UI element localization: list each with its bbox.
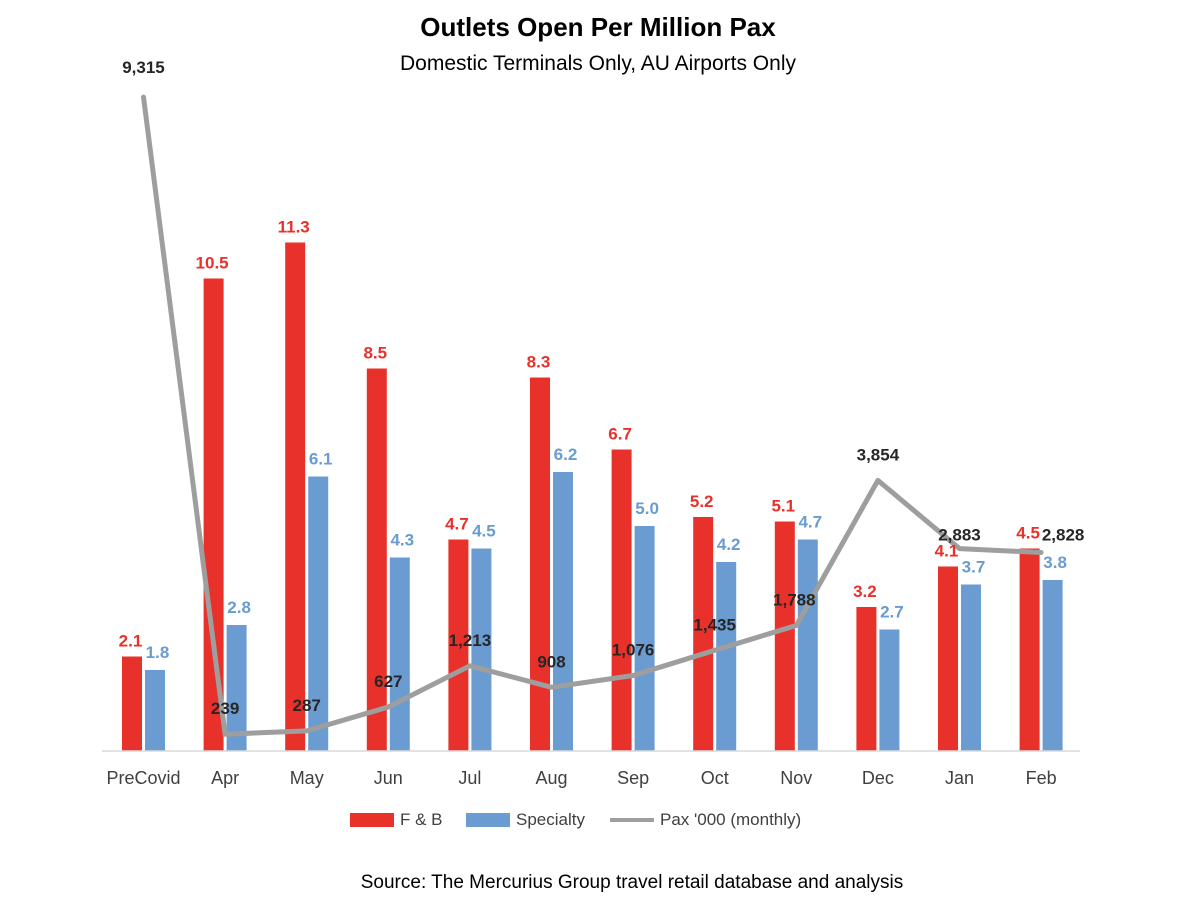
x-tick-label: Jun: [374, 768, 403, 788]
legend-swatch-fb: [350, 813, 394, 827]
bar-fb-apr: [203, 278, 224, 751]
bar-fb-sep: [611, 449, 632, 751]
bar-fb-nov: [774, 521, 795, 751]
data-label-fb: 8.5: [363, 344, 387, 363]
pax-line: [141, 94, 1044, 737]
bar-fb-dec: [856, 607, 877, 751]
x-tick-label: Sep: [617, 768, 649, 788]
data-label-specialty: 4.5: [472, 522, 496, 541]
legend-label-pax: Pax '000 (monthly): [660, 810, 802, 829]
data-label-fb: 11.3: [278, 218, 310, 237]
pax-line-group: [141, 94, 1044, 737]
data-label-pax: 908: [537, 652, 565, 671]
data-label-fb: 5.2: [690, 492, 714, 511]
bar-fb-jun: [366, 368, 387, 751]
data-label-specialty: 5.0: [635, 499, 659, 518]
bar-specialty-apr: [226, 625, 247, 751]
bar-fb-precovid: [122, 656, 142, 751]
legend-swatch-pax: [610, 818, 654, 822]
data-label-pax: 1,435: [693, 615, 736, 634]
x-tick-label: Jul: [458, 768, 481, 788]
legend-label-specialty: Specialty: [516, 810, 585, 829]
data-label-specialty: 6.2: [554, 445, 578, 464]
data-label-specialty: 3.7: [962, 558, 986, 577]
data-label-specialty: 4.3: [390, 531, 414, 550]
bar-specialty-jul: [471, 548, 492, 751]
fb-bars: [122, 242, 1040, 751]
data-label-pax: 3,854: [857, 445, 900, 464]
bar-specialty-dec: [879, 629, 900, 751]
bar-specialty-feb: [1042, 580, 1063, 751]
data-label-pax: 2,883: [938, 526, 981, 545]
bar-fb-aug: [530, 377, 550, 751]
x-tick-label: PreCovid: [106, 768, 180, 788]
data-label-specialty: 4.7: [798, 513, 822, 532]
bar-specialty-jan: [961, 584, 981, 751]
data-label-fb: 3.2: [853, 582, 877, 601]
data-label-fb: 10.5: [196, 254, 229, 273]
bar-specialty-precovid: [145, 670, 165, 751]
bar-fb-oct: [693, 517, 714, 751]
chart-subtitle: Domestic Terminals Only, AU Airports Onl…: [399, 52, 796, 75]
x-tick-label: Dec: [862, 768, 894, 788]
legend-item-fb: F & B: [350, 810, 443, 830]
legend: F & B Specialty Pax '000 (monthly): [0, 810, 1196, 834]
x-tick-label: Aug: [535, 768, 567, 788]
bar-specialty-sep: [634, 526, 655, 751]
data-label-fb: 4.5: [1016, 524, 1040, 543]
data-label-specialty: 2.7: [880, 603, 904, 622]
pax-data-labels: 9,315 239 287 627 1,213 908 1,076 1,435 1,788 3,8…: [122, 58, 1084, 718]
fb-data-labels: 2.1 10.5 11.3 8.5 4.7 8.3 6.7 5.2 5.1 3.2 4.1 4.5: [119, 218, 1040, 651]
x-tick-label: Jan: [945, 768, 974, 788]
data-label-pax: 239: [211, 699, 239, 718]
x-tick-label: Oct: [701, 768, 729, 788]
legend-item-pax: Pax '000 (monthly): [610, 810, 801, 830]
data-label-pax: 2,828: [1042, 525, 1085, 544]
data-label-specialty: 6.1: [309, 450, 333, 469]
x-tick-label: May: [290, 768, 324, 788]
specialty-bars: [145, 472, 1063, 751]
chart-title: Outlets Open Per Million Pax: [420, 12, 776, 42]
data-label-specialty: 1.8: [146, 643, 170, 662]
bar-specialty-may: [308, 476, 329, 751]
x-tick-labels: PreCovid Apr May Jun Jul Aug Sep Oct Nov Dec Jan Fe…: [106, 768, 1056, 788]
data-label-specialty: 4.2: [717, 535, 741, 554]
data-label-specialty: 2.8: [227, 598, 251, 617]
data-label-pax: 1,076: [612, 640, 655, 659]
bar-fb-jan: [938, 566, 958, 751]
legend-swatch-specialty: [466, 813, 510, 827]
bar-specialty-oct: [716, 562, 737, 751]
data-label-fb: 5.1: [771, 497, 795, 516]
bar-specialty-nov: [797, 539, 818, 751]
bar-fb-feb: [1019, 548, 1040, 751]
data-label-fb: 4.7: [445, 515, 469, 534]
specialty-data-labels: 1.8 2.8 6.1 4.3 4.5 6.2 5.0 4.2 4.7 2.7 3.7 3.8: [146, 445, 1067, 662]
bar-specialty-jun: [389, 557, 410, 751]
source-note: Source: The Mercurius Group travel retai…: [360, 872, 904, 893]
data-label-specialty: 3.8: [1043, 553, 1067, 572]
bar-fb-may: [285, 242, 306, 751]
legend-label-fb: F & B: [400, 810, 443, 829]
data-label-fb: 2.1: [119, 632, 143, 651]
data-label-fb: 8.3: [527, 353, 551, 372]
legend-item-specialty: Specialty: [466, 810, 585, 830]
x-tick-label: Apr: [211, 768, 239, 788]
bar-fb-jul: [448, 539, 469, 751]
data-label-pax: 9,315: [122, 58, 165, 77]
x-tick-label: Nov: [780, 768, 812, 788]
data-label-pax: 1,788: [773, 590, 816, 609]
x-tick-label: Feb: [1026, 768, 1057, 788]
data-label-fb: 6.7: [608, 425, 632, 444]
data-label-pax: 627: [374, 672, 402, 691]
bar-specialty-aug: [553, 472, 573, 751]
data-label-pax: 1,213: [449, 631, 492, 650]
data-label-fb: 4.1: [935, 542, 959, 561]
data-label-pax: 287: [293, 696, 321, 715]
